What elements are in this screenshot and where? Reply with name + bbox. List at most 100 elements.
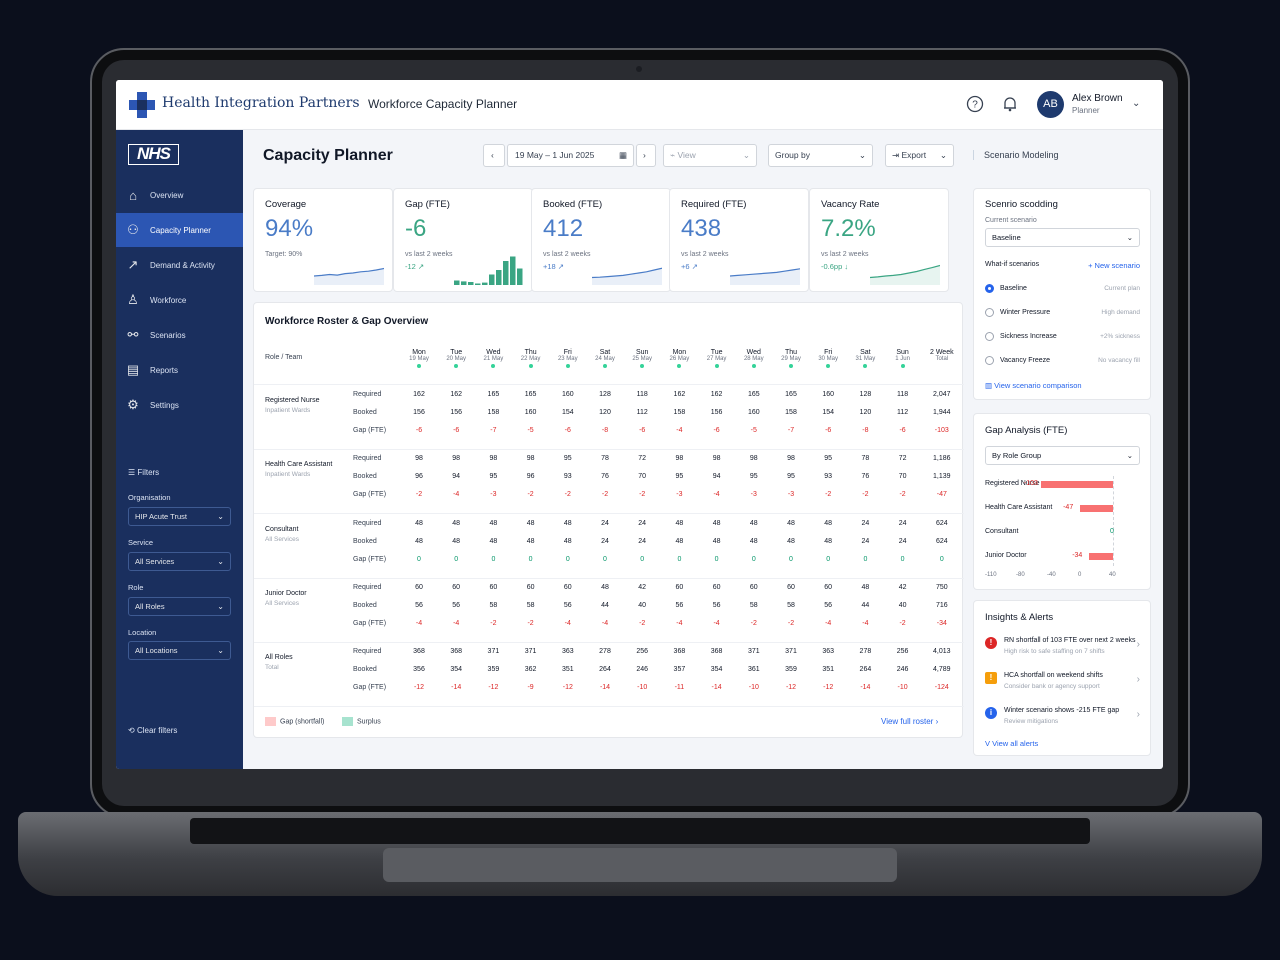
- status-dot: [528, 364, 533, 368]
- day-name: Mon: [412, 349, 426, 356]
- date-range-value: 19 May – 1 Jun 2025: [515, 150, 595, 160]
- table-cell: 371: [747, 648, 760, 656]
- table-cell: 60: [675, 583, 684, 591]
- group-by-select[interactable]: Group by ⌄: [768, 144, 873, 167]
- sidebar-item-demand-activity[interactable]: ↗ Demand & Activity: [116, 248, 243, 282]
- table-cell: 56: [563, 601, 572, 609]
- table-cell: 98: [489, 455, 498, 463]
- bell-icon[interactable]: [1001, 95, 1019, 113]
- chevron-left-icon: ‹: [491, 150, 494, 160]
- export-button[interactable]: ⇥ Export ⌄: [885, 144, 954, 167]
- next-range-button[interactable]: ›: [636, 144, 656, 167]
- table-cell: -4: [713, 491, 720, 499]
- table-cell: 48: [563, 537, 572, 545]
- table-cell: 94: [452, 473, 461, 481]
- day-header: Wed 21 May: [475, 349, 511, 368]
- location-select[interactable]: All Locations ⌄: [128, 641, 231, 660]
- chevron-right-icon[interactable]: ›: [1136, 639, 1140, 650]
- avatar[interactable]: AB: [1037, 91, 1064, 118]
- gap-bar: [1080, 505, 1113, 512]
- alert-sub: Review mitigations: [1004, 718, 1059, 725]
- status-dot: [789, 364, 793, 368]
- kpi-sparkline-line: [870, 264, 940, 279]
- day-header: Sat 24 May: [587, 349, 623, 368]
- app-screen: Health Integration Partners Workforce Ca…: [116, 80, 1163, 769]
- prev-range-button[interactable]: ‹: [483, 144, 505, 167]
- view-scenario-comparison-link[interactable]: ▥ View scenario comparison: [985, 381, 1082, 390]
- table-cell: -3: [787, 491, 795, 499]
- gap-bar: [1040, 481, 1113, 488]
- help-circle-icon[interactable]: ?: [966, 95, 984, 113]
- date-range-picker[interactable]: 19 May – 1 Jun 2025 ▦: [507, 144, 634, 167]
- chevron-down-icon[interactable]: ⌄: [1132, 98, 1141, 109]
- sidebar-item-capacity-planner[interactable]: ⚇ Capacity Planner: [116, 213, 243, 247]
- service-select[interactable]: All Services ⌄: [128, 552, 231, 571]
- table-cell: -2: [639, 491, 646, 499]
- table-cell: 48: [489, 537, 498, 545]
- scenario-radio[interactable]: [985, 332, 994, 341]
- table-cell: 112: [897, 409, 909, 416]
- table-cell: 1,944: [933, 409, 951, 416]
- day-date: 27 May: [706, 356, 727, 362]
- table-cell: -2: [564, 491, 571, 499]
- day-date: 20 May: [446, 356, 467, 362]
- organisation-select[interactable]: HIP Acute Trust ⌄: [128, 507, 231, 526]
- chevron-right-icon[interactable]: ›: [1136, 709, 1140, 720]
- table-cell: 0: [863, 555, 868, 563]
- current-scenario-select[interactable]: Baseline ⌄: [985, 228, 1140, 247]
- sidebar-item-workforce[interactable]: ♙ Workforce: [116, 283, 243, 317]
- sidebar-item-label: Settings: [150, 400, 179, 410]
- report-icon: ▤: [126, 362, 140, 377]
- table-cell: 256: [636, 648, 649, 656]
- table-cell: 40: [898, 601, 907, 609]
- scenario-radio[interactable]: [985, 356, 994, 365]
- table-cell: -7: [490, 427, 497, 434]
- kpi-bar: [496, 270, 502, 285]
- metric-label: Required: [353, 648, 382, 656]
- sidebar-item-label: Capacity Planner: [150, 225, 211, 235]
- chevron-down-icon: ⌄: [742, 150, 750, 160]
- chevron-right-icon[interactable]: ›: [1136, 674, 1140, 685]
- scenario-radio[interactable]: [985, 284, 994, 293]
- status-dot: [417, 364, 421, 368]
- table-cell: 0: [900, 555, 905, 563]
- role-sub: Total: [265, 664, 279, 672]
- scenario-option-label: Baseline: [1000, 285, 1027, 292]
- gap-analysis-panel: Gap Analysis (FTE) By Role Group ⌄ Regist…: [973, 413, 1151, 590]
- view-all-alerts-link[interactable]: V View all alerts: [985, 739, 1039, 748]
- kpi-card: Vacancy Rate 7.2% vs last 2 weeks -0.6pp…: [809, 188, 949, 292]
- table-cell: 98: [675, 455, 684, 463]
- day-name: Thu: [784, 349, 798, 356]
- table-cell: 24: [638, 519, 647, 527]
- service-value: All Services: [135, 557, 175, 566]
- table-cell: -9: [527, 684, 534, 692]
- table-cell: -4: [713, 619, 720, 627]
- sidebar-item-scenarios[interactable]: ⚯ Scenarios: [116, 318, 243, 352]
- chevron-down-icon: ⌄: [217, 557, 224, 566]
- table-cell: 98: [526, 455, 535, 463]
- table-cell: 48: [749, 519, 758, 527]
- view-select[interactable]: ⌁ View ⌄: [663, 144, 757, 167]
- info-icon: i: [985, 707, 997, 719]
- kpi-sub: vs last 2 weeks: [821, 251, 869, 258]
- sidebar-item-settings[interactable]: ⚙ Settings: [116, 388, 243, 422]
- legend-shortfall: Gap (shortfall): [265, 717, 324, 726]
- clear-filters-button[interactable]: ⟲ Clear filters: [128, 726, 177, 735]
- table-cell: 264: [859, 666, 872, 674]
- table-cell: -2: [787, 619, 795, 627]
- table-cell: 70: [638, 473, 647, 481]
- scenario-radio[interactable]: [985, 308, 994, 317]
- gap-group-select[interactable]: By Role Group ⌄: [985, 446, 1140, 465]
- status-dot: [677, 364, 682, 368]
- new-scenario-button[interactable]: + New scenario: [1088, 261, 1140, 270]
- role-select[interactable]: All Roles ⌄: [128, 597, 231, 616]
- table-cell: 60: [563, 583, 572, 591]
- sidebar-item-reports[interactable]: ▤ Reports: [116, 353, 243, 387]
- trackpad: [383, 848, 897, 882]
- compare-label: View scenario comparison: [994, 381, 1082, 390]
- view-full-roster-link[interactable]: View full roster ›: [881, 717, 938, 726]
- chart-icon: ▥: [985, 381, 995, 390]
- current-scenario-value: Baseline: [992, 233, 1021, 242]
- sidebar-item-overview[interactable]: ⌂ Overview: [116, 178, 243, 212]
- table-cell: 0: [565, 555, 570, 563]
